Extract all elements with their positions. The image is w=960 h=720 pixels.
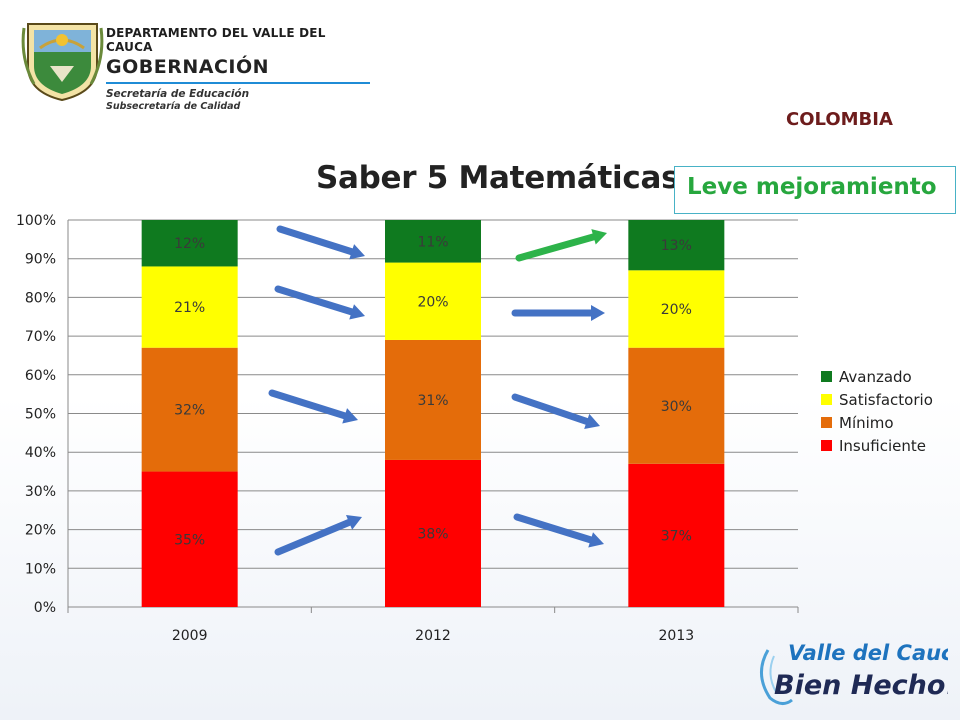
y-tick-label: 50% bbox=[25, 407, 56, 423]
valle-del-cauca-brand-logo: Valle del Cauca Bien Hecho! bbox=[760, 641, 948, 705]
subsecretariat-name: Subsecretaría de Calidad bbox=[106, 101, 241, 112]
bar-mnimo-2012 bbox=[385, 339, 481, 460]
y-tick-label: 70% bbox=[25, 329, 56, 345]
trend-arrow-down bbox=[268, 389, 349, 420]
trend-arrowhead bbox=[591, 305, 605, 321]
data-label: 38% bbox=[417, 526, 448, 542]
legend-swatch-avanzado bbox=[821, 371, 832, 382]
legend-label: Satisfactorio bbox=[839, 391, 933, 409]
y-tick-label: 40% bbox=[25, 445, 56, 461]
legend-swatch-satisfactorio bbox=[821, 394, 832, 405]
country-label: COLOMBIA bbox=[786, 109, 893, 130]
bar-mnimo-2009 bbox=[141, 347, 238, 472]
header-divider bbox=[106, 82, 370, 84]
bar-satisfactorio-2009 bbox=[141, 266, 238, 348]
legend-label: Avanzado bbox=[839, 368, 912, 386]
data-label: 13% bbox=[661, 238, 692, 254]
bar-avanzado-2009 bbox=[141, 220, 238, 267]
bar-mnimo-2013 bbox=[628, 347, 725, 464]
data-label: 37% bbox=[661, 528, 692, 544]
legend-swatch-mnimo bbox=[821, 417, 832, 428]
data-label: 11% bbox=[417, 234, 448, 250]
data-label: 20% bbox=[661, 302, 692, 318]
bar-insuficiente-2013 bbox=[628, 463, 725, 607]
data-label: 35% bbox=[174, 532, 205, 548]
trend-arrowhead bbox=[346, 515, 362, 530]
y-tick-label: 20% bbox=[25, 523, 56, 539]
bar-avanzado-2012 bbox=[385, 220, 481, 263]
legend-label: Mínimo bbox=[839, 414, 894, 432]
y-tick-label: 90% bbox=[25, 252, 56, 268]
trend-arrow-down bbox=[511, 393, 591, 425]
data-label: 32% bbox=[174, 403, 205, 419]
y-tick-label: 100% bbox=[16, 213, 56, 229]
annotation-text: Leve mejoramiento bbox=[687, 174, 937, 200]
trend-arrowhead bbox=[342, 408, 358, 424]
y-tick-label: 30% bbox=[25, 484, 56, 500]
data-label: 21% bbox=[174, 300, 205, 316]
y-tick-label: 10% bbox=[25, 561, 56, 577]
bar-insuficiente-2012 bbox=[385, 459, 481, 607]
chart-title: Saber 5 Matemáticas bbox=[316, 160, 680, 196]
data-label: 30% bbox=[661, 399, 692, 415]
annotation-box: Leve mejoramiento bbox=[674, 166, 956, 214]
trend-arrow-down bbox=[276, 225, 356, 256]
trend-arrow-up bbox=[515, 233, 598, 262]
bar-satisfactorio-2013 bbox=[628, 270, 725, 348]
bar-avanzado-2013 bbox=[628, 220, 725, 271]
y-tick-label: 80% bbox=[25, 290, 56, 306]
trend-arrowhead bbox=[349, 304, 365, 320]
legend-swatch-insuficiente bbox=[821, 440, 832, 451]
trend-arrowhead bbox=[591, 229, 607, 245]
valle-del-cauca-coat-of-arms bbox=[21, 23, 104, 102]
data-label: 31% bbox=[417, 393, 448, 409]
y-tick-label: 60% bbox=[25, 368, 56, 384]
government-name: GOBERNACIÓN bbox=[106, 56, 270, 78]
y-tick-label: 0% bbox=[34, 600, 56, 616]
brand-line1: Valle del Cauca bbox=[788, 641, 948, 665]
bar-satisfactorio-2012 bbox=[385, 262, 481, 340]
data-label: 12% bbox=[174, 236, 205, 252]
trend-arrow-down bbox=[274, 285, 356, 316]
x-tick-label: 2012 bbox=[415, 628, 451, 644]
brand-line2: Bien Hecho! bbox=[774, 670, 948, 701]
x-tick-label: 2013 bbox=[659, 628, 695, 644]
trend-arrow-down bbox=[513, 513, 595, 544]
trend-arrow-up bbox=[274, 518, 353, 556]
data-label: 20% bbox=[417, 294, 448, 310]
legend-label: Insuficiente bbox=[839, 437, 926, 455]
trend-arrowhead bbox=[588, 532, 604, 548]
trend-arrowhead bbox=[349, 244, 365, 260]
secretariat-name: Secretaría de Educación bbox=[106, 88, 250, 100]
x-tick-label: 2009 bbox=[172, 628, 208, 644]
department-name: DEPARTAMENTO DEL VALLE DEL CAUCA bbox=[106, 26, 326, 54]
bar-insuficiente-2009 bbox=[141, 471, 238, 607]
trend-arrowhead bbox=[584, 413, 600, 430]
